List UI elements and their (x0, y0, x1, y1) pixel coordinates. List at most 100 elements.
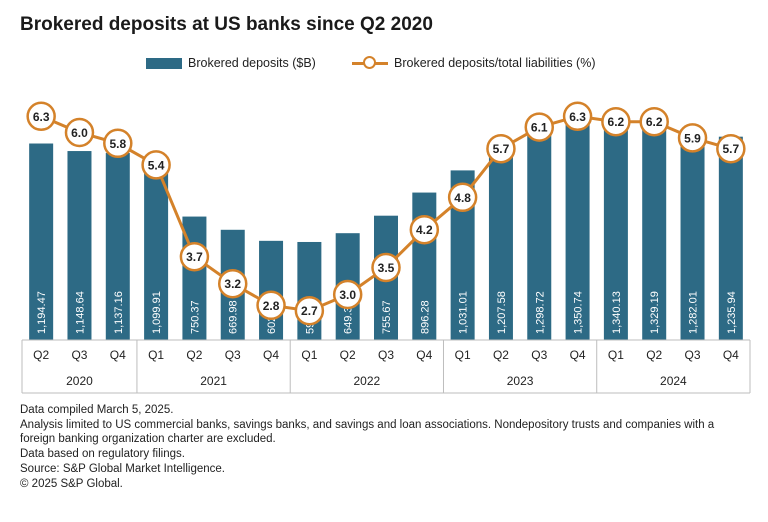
quarter-tick-label: Q4 (570, 348, 586, 362)
quarter-tick-label: Q2 (493, 348, 509, 362)
ratio-marker (562, 101, 593, 132)
ratio-marker (447, 182, 478, 213)
ratio-marker (64, 117, 95, 148)
ratio-marker (332, 279, 363, 310)
bar-value-label: 1,207.58 (496, 291, 508, 334)
bar-value-label: 755.67 (381, 300, 393, 334)
bar (105, 152, 130, 340)
ratio-value-label: 6.2 (608, 115, 625, 129)
quarter-tick-label: Q4 (110, 348, 126, 362)
quarter-tick-label: Q4 (263, 348, 279, 362)
ratio-value-label: 4.2 (416, 223, 433, 237)
legend-item-line: Brokered deposits/total liabilities (%) (352, 56, 595, 70)
bar-value-label: 1,099.91 (151, 291, 163, 334)
bar (527, 126, 552, 340)
ratio-value-label: 2.7 (301, 304, 318, 318)
ratio-value-label: 4.8 (454, 191, 471, 205)
ratio-marker (524, 112, 555, 142)
quarter-tick-label: Q2 (340, 348, 356, 362)
bar (144, 159, 169, 340)
bar-value-label: 1,340.13 (611, 291, 623, 334)
ratio-value-label: 2.8 (263, 299, 280, 313)
quarter-tick-label: Q2 (186, 348, 202, 362)
quarter-tick-label: Q3 (71, 348, 87, 362)
quarter-tick-label: Q1 (301, 348, 317, 362)
note-scope: Analysis limited to US commercial banks,… (20, 419, 715, 445)
legend-label-line: Brokered deposits/total liabilities (%) (394, 56, 596, 70)
ratio-marker (256, 290, 286, 321)
bar-value-label: 750.37 (189, 300, 201, 334)
bar-value-label: 1,137.16 (113, 291, 125, 334)
ratio-value-label: 6.0 (71, 126, 88, 140)
year-label: 2022 (353, 374, 380, 388)
ratio-value-label: 3.5 (378, 261, 395, 275)
ratio-marker (141, 150, 171, 180)
ratio-value-label: 6.3 (33, 110, 50, 124)
quarter-tick-label: Q3 (685, 348, 701, 362)
bar (67, 151, 92, 340)
ratio-marker (409, 214, 440, 245)
ratio-value-label: 5.4 (148, 158, 165, 172)
year-label: 2024 (660, 374, 687, 388)
note-copyright: © 2025 S&P Global. (20, 477, 123, 490)
ratio-marker (601, 106, 631, 137)
legend-line-swatch (352, 56, 388, 70)
bar (642, 121, 667, 341)
ratio-value-label: 3.0 (339, 288, 356, 302)
ratio-marker (26, 101, 56, 132)
footnotes: Data compiled March 5, 2025. Analysis li… (20, 404, 750, 493)
bar (565, 117, 590, 340)
ratio-value-label: 6.2 (646, 115, 663, 129)
bar (603, 119, 628, 340)
quarter-tick-label: Q1 (608, 348, 624, 362)
quarter-tick-label: Q3 (225, 348, 241, 362)
legend-item-bars: Brokered deposits ($B) (146, 56, 316, 70)
year-label: 2023 (507, 374, 534, 388)
year-label: 2020 (66, 374, 93, 388)
ratio-value-label: 3.7 (186, 250, 203, 264)
bar (259, 240, 284, 340)
note-source: Source: S&P Global Market Intelligence. (20, 462, 225, 475)
quarter-tick-label: Q2 (646, 348, 662, 362)
chart-plot: 1,194.47 1,148.64 1,137.16 1,099.91 750.37 66… (21, 101, 751, 394)
bar-value-label: 1,298.72 (534, 291, 546, 334)
quarter-tick-label: Q3 (531, 348, 547, 362)
ratio-marker (639, 106, 669, 137)
ratio-value-label: 5.8 (109, 137, 126, 151)
bar (488, 141, 513, 340)
bar-value-label: 1,282.01 (688, 291, 700, 334)
legend: Brokered deposits ($B) Brokered deposits… (0, 56, 768, 76)
note-filings: Data based on regulatory filings. (20, 447, 185, 460)
year-label: 2021 (200, 374, 227, 388)
ratio-value-label: 6.1 (531, 121, 548, 135)
bar-value-label: 1,148.64 (74, 291, 86, 334)
bar-value-label: 1,194.47 (36, 291, 48, 334)
bar-value-label: 1,235.94 (726, 291, 738, 334)
ratio-value-label: 5.7 (722, 142, 739, 156)
chart-title: Brokered deposits at US banks since Q2 2… (20, 14, 433, 35)
note-compiled: Data compiled March 5, 2025. (20, 404, 174, 416)
ratio-marker (716, 133, 746, 164)
bar-value-label: 1,329.19 (649, 291, 661, 334)
ratio-value-label: 6.3 (569, 110, 586, 124)
ratio-value-label: 3.2 (224, 277, 241, 291)
legend-bar-swatch (146, 57, 182, 69)
bar (29, 143, 54, 340)
ratio-marker (217, 268, 248, 299)
quarter-tick-label: Q2 (33, 348, 49, 362)
bar-value-label: 896.28 (419, 300, 431, 334)
ratio-marker (677, 123, 708, 153)
ratio-value-label: 5.7 (493, 142, 510, 156)
bar (680, 129, 705, 340)
bar-value-label: 1,350.74 (573, 291, 585, 334)
bar-value-label: 669.98 (228, 300, 240, 334)
quarter-tick-label: Q1 (455, 348, 471, 362)
quarter-tick-label: Q4 (416, 348, 432, 362)
quarter-tick-label: Q1 (148, 348, 164, 362)
ratio-marker (371, 252, 401, 283)
ratio-marker (294, 295, 325, 326)
ratio-marker (179, 241, 210, 272)
quarter-tick-label: Q4 (723, 348, 739, 362)
bar-value-label: 1,031.01 (458, 291, 470, 334)
legend-label-bars: Brokered deposits ($B) (188, 56, 316, 70)
